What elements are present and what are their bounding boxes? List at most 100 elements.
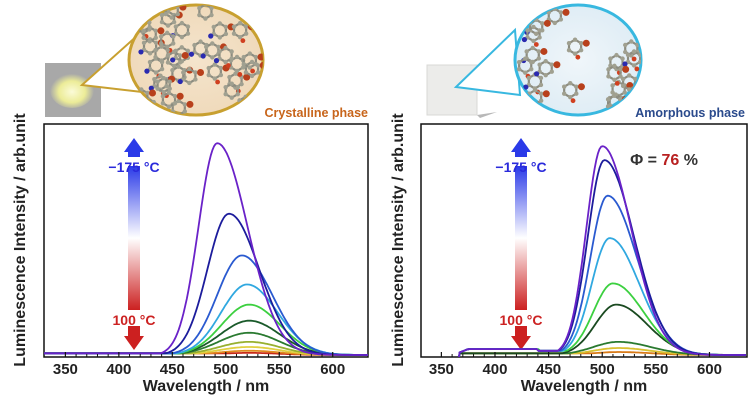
carbon-atom [185, 24, 191, 29]
oxygen-atom [141, 104, 147, 110]
carbon-atom [223, 59, 228, 65]
carbon-atom [549, 62, 554, 67]
carbon-atom [606, 74, 611, 79]
carbon-atom [152, 76, 157, 82]
arrow-up-icon [124, 138, 144, 152]
carbon-atom [243, 31, 249, 36]
carbon-atom [209, 5, 214, 11]
carbon-atom [531, 38, 536, 44]
bromine-atom [540, 47, 548, 55]
carbon-atom [566, 48, 572, 53]
bond-ring [140, 97, 155, 114]
carbon-atom [618, 104, 623, 109]
carbon-atom [173, 24, 179, 29]
quantum-yield-suffix: % [679, 152, 698, 169]
carbon-atom [160, 101, 166, 106]
oxygen-atom [535, 105, 541, 111]
carbon-atom [229, 81, 234, 86]
left-plot: −175 °C 100 °C 350 400 450 500 550 600 Wavele… [12, 113, 369, 395]
carbon-atom [578, 48, 584, 53]
carbon-atom [133, 97, 138, 103]
bromine-atom [622, 65, 630, 73]
carbon-atom [151, 112, 156, 115]
carbon-atom [197, 12, 202, 18]
bond-ring [129, 91, 144, 108]
carbon-atom [165, 53, 171, 58]
carbon-atom [139, 112, 144, 115]
carbon-atom [249, 59, 255, 65]
carbon-atom [529, 66, 534, 72]
nitrogen-atom [138, 49, 144, 55]
carbon-atom [164, 30, 170, 36]
temp-cold-label: −175 °C [108, 159, 159, 175]
oxygen-atom [570, 98, 576, 104]
carbon-atom [522, 56, 528, 61]
carbon-atom [175, 11, 180, 17]
x-tick-label: 600 [697, 361, 722, 378]
carbon-atom [212, 62, 218, 67]
carbon-atom [145, 110, 150, 115]
carbon-atom [229, 95, 234, 100]
carbon-atom [169, 15, 174, 20]
nitrogen-atom [200, 53, 206, 59]
carbon-atom [211, 24, 216, 30]
carbon-atom [525, 28, 530, 33]
carbon-atom [531, 24, 536, 30]
bromine-atom [543, 19, 551, 27]
carbon-atom [237, 20, 243, 26]
carbon-atom [223, 31, 229, 37]
carbon-atom [192, 42, 197, 48]
bromine-atom [176, 92, 184, 100]
x-tick-label: 600 [320, 361, 345, 378]
amorphous-phase-label: Amorphous phase [635, 106, 745, 120]
carbon-atom [185, 31, 191, 36]
carbon-atom [176, 64, 181, 69]
x-tick-label: 350 [429, 361, 454, 378]
nitrogen-atom [177, 78, 183, 85]
carbon-atom [524, 49, 529, 54]
temperature-arrow-right: −175 °C 100 °C [495, 138, 547, 350]
carbon-atom [217, 35, 223, 40]
carbon-atom [160, 94, 166, 99]
carbon-atom [203, 16, 208, 21]
carbon-atom [217, 21, 223, 26]
carbon-atom [234, 54, 240, 60]
carbon-atom [159, 44, 164, 49]
carbon-atom [177, 60, 183, 65]
arrow-up-stem [128, 151, 140, 157]
carbon-atom [618, 67, 623, 72]
crystalline-phase-label: Crystalline phase [264, 106, 368, 120]
carbon-atom [165, 47, 170, 53]
carbon-atom [159, 66, 165, 72]
carbon-atom [147, 39, 152, 44]
carbon-atom [543, 58, 548, 64]
carbon-atom [206, 72, 211, 78]
carbon-atom [133, 104, 139, 109]
carbon-atom [145, 116, 149, 120]
carbon-atom [223, 24, 229, 30]
carbon-atom [141, 40, 147, 46]
carbon-atom [171, 19, 177, 25]
temp-cold-label: −175 °C [495, 159, 546, 175]
carbon-atom [187, 66, 192, 72]
carbon-atom [610, 90, 615, 95]
carbon-atom [172, 101, 178, 106]
carbon-atom [605, 104, 611, 109]
carbon-atom [620, 56, 625, 61]
carbon-atom [187, 80, 192, 86]
amorphous-sample-film [426, 64, 478, 116]
oxygen-atom [533, 42, 539, 47]
carbon-atom [253, 54, 259, 60]
carbon-atom [538, 82, 544, 88]
nitrogen-atom [521, 36, 528, 43]
carbon-atom [167, 86, 172, 91]
x-tick-label: 450 [160, 361, 185, 378]
carbon-atom [537, 35, 542, 40]
arrow-up-stem [515, 151, 527, 157]
carbon-atom [167, 79, 172, 84]
carbon-atom [241, 54, 246, 60]
carbon-atom [139, 106, 144, 112]
carbon-atom [172, 94, 178, 99]
carbon-atom [549, 69, 554, 74]
carbon-atom [151, 105, 156, 110]
